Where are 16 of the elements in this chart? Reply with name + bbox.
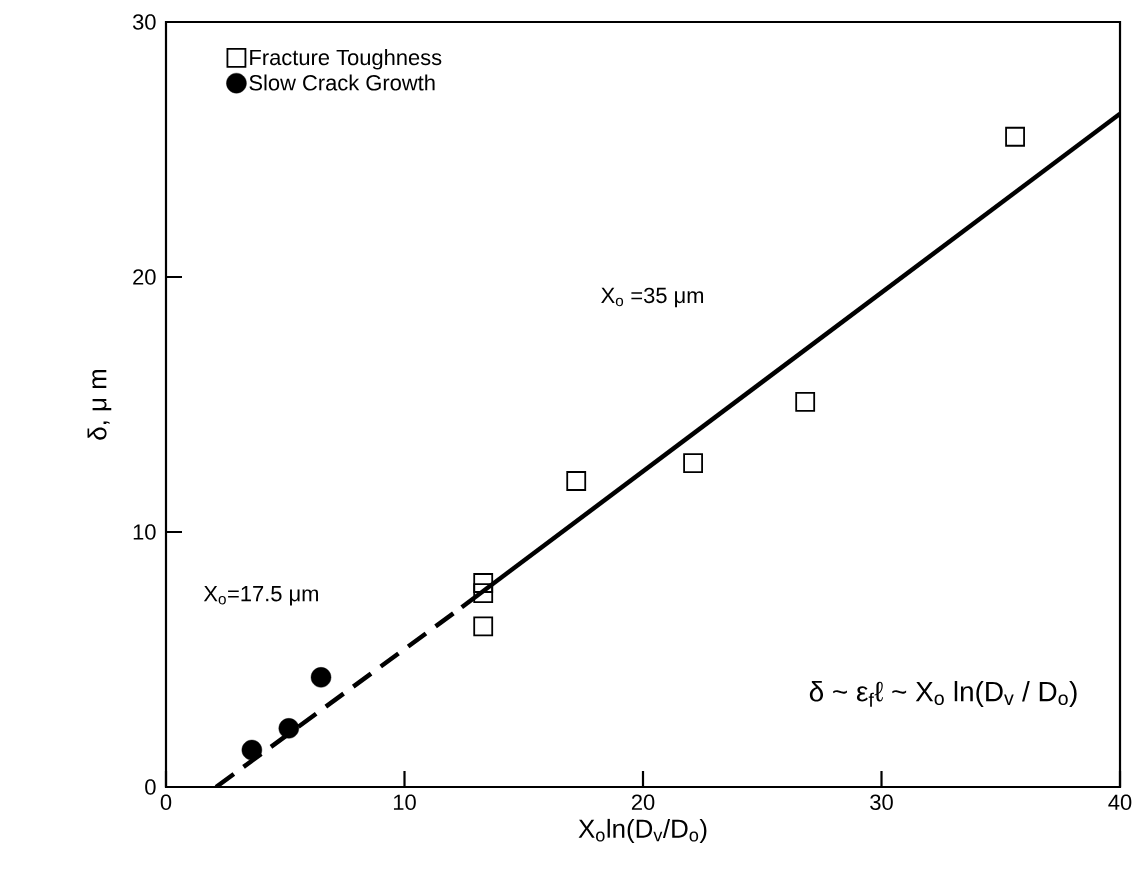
- legend-label: Slow Crack Growth: [249, 74, 435, 91]
- annotation: X$_{o}$ =35 μm: [601, 287, 704, 308]
- legend-label: Fracture Toughness: [250, 49, 442, 70]
- text: δ ~ ε$_{f}$ℓ ~ X$_{o}$ ln(D$_{v}$ / D$_{o}$): [809, 681, 1077, 707]
- x-tick-label: 0: [160, 794, 172, 811]
- x-axis-title: X$_{o}$ln(D$_{v}$/D$_{o}$): [578, 818, 707, 844]
- annotation: X$_{o}$=17.5 μm: [203, 586, 318, 606]
- y-tick-label: 0: [145, 779, 156, 795]
- x-tick-label: 20: [631, 794, 655, 811]
- y-axis-title: δ, μ m: [87, 369, 112, 440]
- x-tick-label: 30: [870, 794, 893, 811]
- y-tick-label: 10: [133, 524, 156, 540]
- y-tick-label: 20: [133, 269, 156, 285]
- x-tick-label: 10: [393, 794, 416, 811]
- x-tick-label: 40: [1108, 794, 1132, 811]
- y-tick-label: 30: [132, 14, 156, 30]
